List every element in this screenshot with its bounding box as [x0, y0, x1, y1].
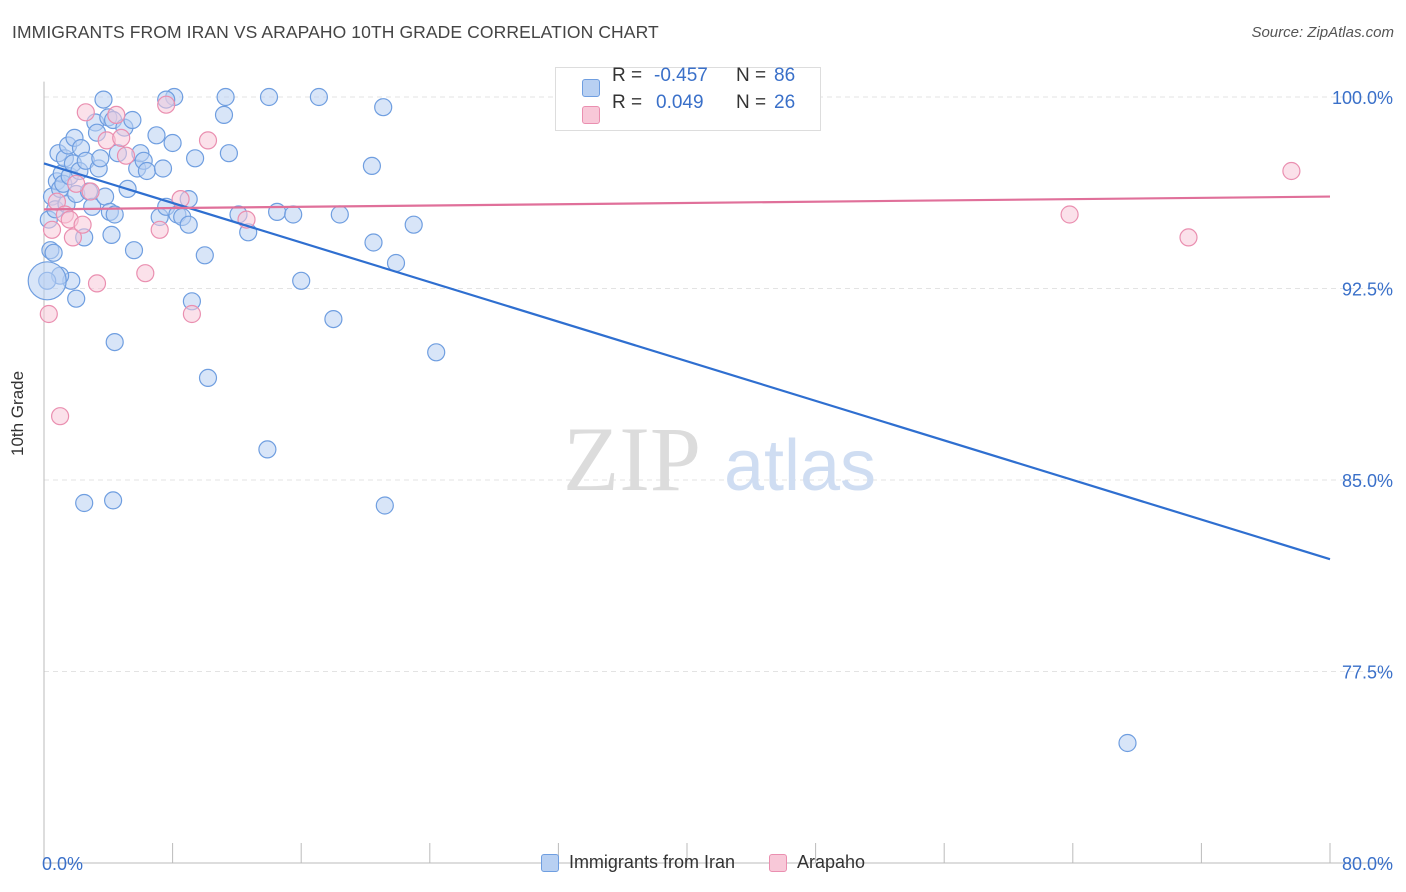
arapaho-point-7 — [67, 174, 86, 193]
x-tick-label-1: 80.0% — [1342, 854, 1393, 874]
stats-iran-n-label: N = — [736, 65, 767, 86]
watermark-zip: ZIP — [563, 408, 701, 510]
stats-iran-r-label: R = — [612, 65, 643, 86]
iran-point-39 — [124, 241, 144, 260]
stats-legend-box: R = -0.457 N = 86 R = 0.049 N = 26 — [555, 65, 821, 131]
iran-point-72 — [374, 98, 393, 117]
iran-point-53 — [186, 149, 205, 168]
arapaho-point-24 — [1179, 228, 1198, 247]
iran-point-44 — [147, 126, 166, 145]
iran-point-69 — [309, 87, 328, 107]
arapaho-point-6 — [63, 228, 83, 247]
iran-point-34 — [105, 333, 124, 352]
arapaho-point-9 — [76, 103, 95, 122]
iran-point-68 — [259, 87, 279, 107]
y-tick-label-2: 85.0% — [1342, 471, 1393, 491]
arapaho-point-1 — [42, 220, 62, 239]
arapaho-point-14 — [112, 128, 131, 147]
stats-iran-n-value: 86 — [774, 65, 796, 86]
arapaho-point-21 — [198, 131, 218, 150]
arapaho-point-25 — [1282, 161, 1301, 181]
stats-iran-r-value: -0.457 — [654, 65, 708, 86]
legend-label-iran: Immigrants from Iran — [568, 852, 735, 872]
arapaho-point-0 — [39, 304, 58, 324]
iran-point-46 — [153, 159, 173, 178]
iran-point-56 — [214, 105, 234, 125]
iran-point-27 — [91, 149, 110, 168]
tick-labels: 100.0% 92.5% 85.0% 77.5% 0.0% 80.0% — [42, 88, 1393, 874]
iran-point-60 — [258, 440, 277, 459]
series-legend: Immigrants from Iran Arapaho — [0, 852, 1406, 873]
legend-swatch-iran — [540, 853, 559, 872]
stats-swatch-arapaho — [582, 106, 600, 124]
arapaho-point-8 — [73, 215, 92, 234]
legend-entry-arapaho[interactable]: Arapaho — [768, 852, 866, 873]
iran-point-65 — [103, 491, 123, 510]
y-tick-label-1: 92.5% — [1342, 280, 1393, 300]
source-credit: Source: ZipAtlas.com — [1251, 24, 1394, 41]
iran-point-76 — [364, 233, 383, 252]
y-tick-label-3: 77.5% — [1342, 663, 1393, 683]
iran-point-84 — [1118, 733, 1137, 753]
iran-point-51 — [179, 215, 198, 234]
iran-point-85 — [105, 205, 124, 224]
iran-point-70 — [324, 310, 343, 329]
iran-point-large — [27, 261, 67, 301]
series-iran-points — [27, 87, 1137, 753]
chart-title: IMMIGRANTS FROM IRAN VS ARAPAHO 10TH GRA… — [12, 22, 659, 42]
iran-point-79 — [292, 271, 311, 290]
iran-point-54 — [195, 246, 214, 265]
arapaho-point-20 — [182, 304, 201, 324]
iran-point-78 — [284, 205, 303, 224]
iran-point-75 — [427, 343, 446, 362]
trend-line-arapaho — [43, 195, 1331, 211]
iran-point-3 — [44, 243, 63, 262]
arapaho-point-23 — [1060, 205, 1079, 224]
iran-point-67 — [216, 87, 235, 107]
iran-point-80 — [330, 205, 349, 224]
stats-arapaho-r-value: 0.049 — [656, 92, 704, 113]
y-tick-label-0: 100.0% — [1332, 88, 1393, 108]
stats-arapaho-n-value: 26 — [774, 92, 796, 113]
arapaho-point-3 — [50, 407, 70, 426]
legend-label-arapaho: Arapaho — [796, 852, 866, 872]
trend-line-iran — [43, 162, 1331, 561]
iran-point-43 — [137, 161, 156, 181]
iran-point-74 — [404, 215, 423, 234]
iran-point-64 — [75, 493, 94, 513]
grid-lines — [44, 96, 1390, 672]
iran-point-77 — [375, 496, 394, 515]
watermark: ZIP atlas — [563, 408, 876, 510]
iran-point-32 — [102, 225, 121, 244]
arapaho-point-13 — [107, 105, 126, 125]
legend-entry-iran[interactable]: Immigrants from Iran — [540, 852, 735, 873]
iran-point-57 — [219, 144, 238, 163]
stats-arapaho-r-label: R = — [612, 92, 643, 113]
arapaho-point-16 — [136, 264, 155, 283]
arapaho-point-10 — [81, 182, 100, 201]
arapaho-point-18 — [157, 95, 176, 114]
watermark-atlas: atlas — [724, 426, 876, 506]
iran-point-28 — [94, 90, 113, 109]
iran-point-55 — [198, 368, 218, 387]
x-tick-label-0: 0.0% — [42, 854, 83, 874]
iran-point-48 — [163, 133, 182, 153]
arapaho-point-15 — [116, 146, 136, 165]
legend-swatch-arapaho — [768, 853, 787, 872]
trend-lines — [43, 162, 1331, 561]
arapaho-point-17 — [150, 220, 169, 239]
iran-point-38 — [123, 110, 142, 130]
iran-point-71 — [362, 156, 381, 175]
stats-swatch-iran — [582, 79, 600, 97]
iran-point-83 — [67, 289, 86, 308]
stats-arapaho-n-label: N = — [736, 92, 767, 113]
arapaho-point-11 — [87, 274, 107, 293]
